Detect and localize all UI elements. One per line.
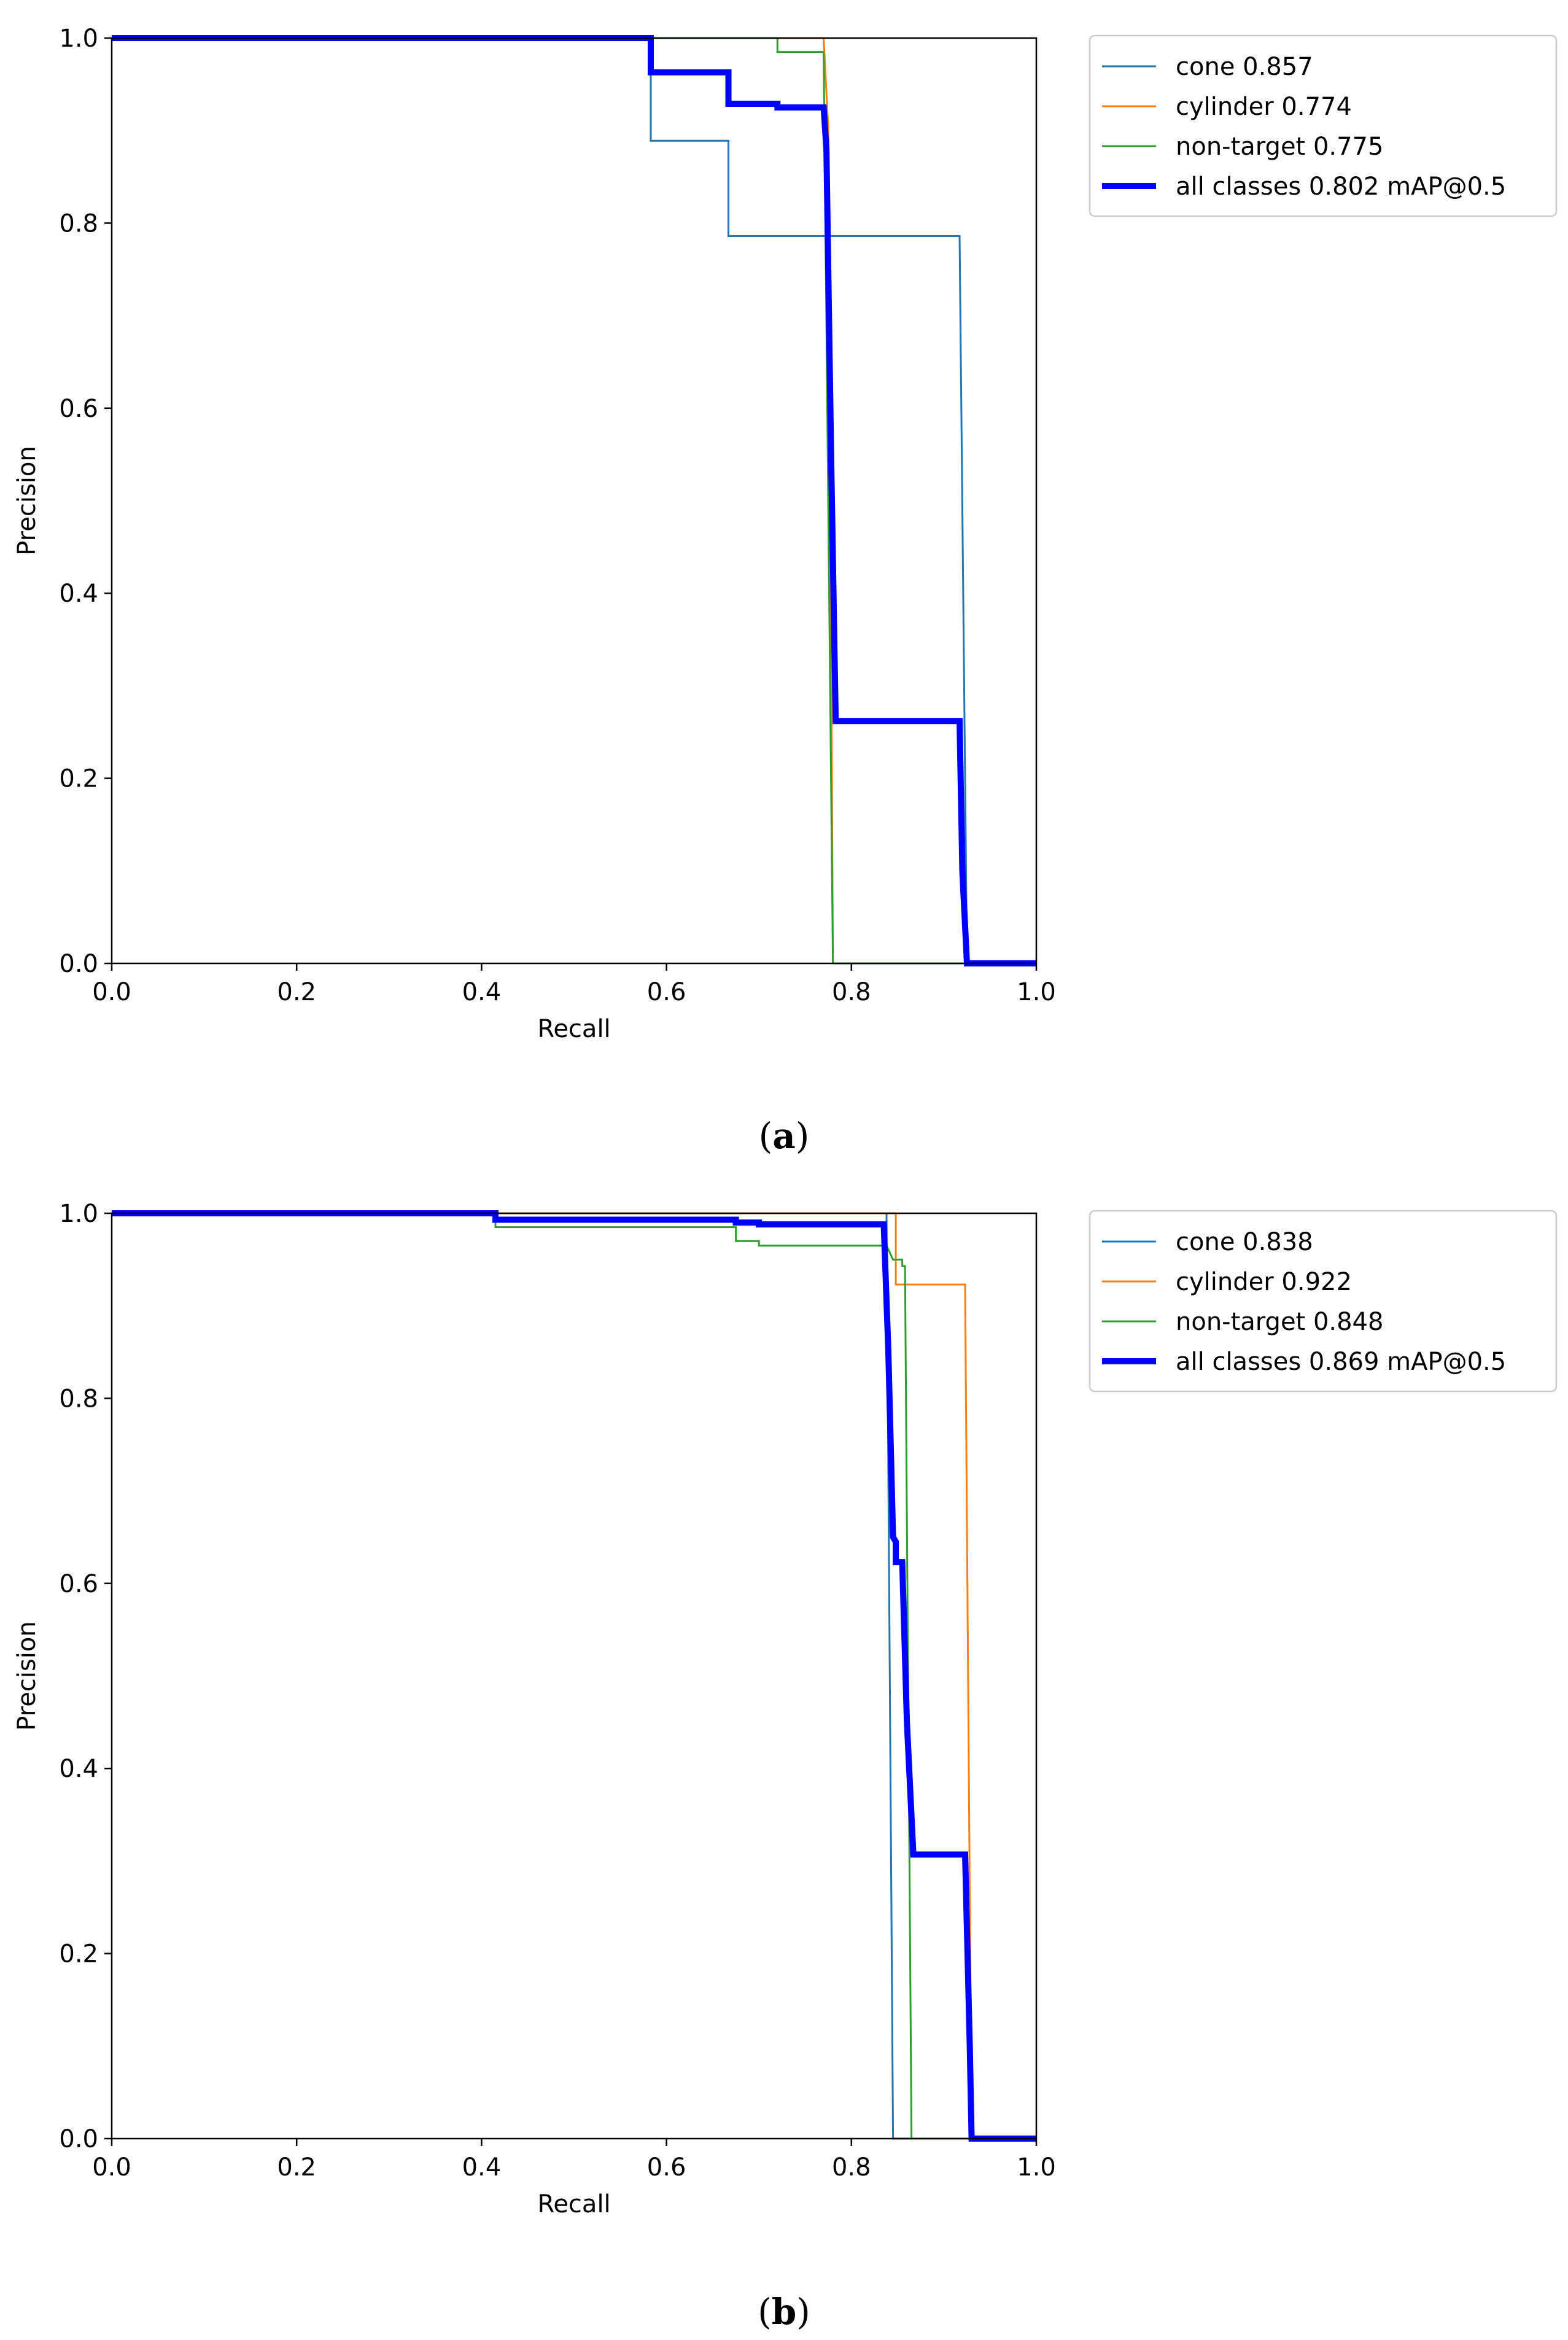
x-tick-label: 0.8: [832, 978, 871, 1006]
x-tick-label: 0.2: [277, 2153, 316, 2182]
panel-caption: (a): [759, 1115, 810, 1157]
axes-frame: [111, 37, 1038, 965]
legend-label: non-target 0.775: [1176, 133, 1383, 161]
x-tick-label: 0.6: [647, 978, 686, 1006]
x-tick-label: 0.8: [832, 2153, 871, 2182]
legend-label: cone 0.838: [1176, 1228, 1313, 1256]
y-tick-label: 0.2: [59, 1940, 98, 1969]
legend-box: [1089, 34, 1558, 217]
legend-box: [1089, 1210, 1558, 1393]
x-tick-label: 0.2: [277, 978, 316, 1006]
series-line-cone: [112, 37, 1036, 965]
legend-label: cone 0.857: [1176, 53, 1313, 81]
legend-label: all classes 0.802 mAP@0.5: [1176, 173, 1506, 201]
legend-label: non-target 0.848: [1176, 1308, 1383, 1336]
y-tick-label: 0.0: [59, 2125, 98, 2153]
series-line-cylinder: [112, 1212, 1036, 2140]
x-tick-label: 1.0: [1017, 2153, 1056, 2182]
series-line-non-target: [112, 37, 1036, 965]
x-tick-label: 0.4: [462, 2153, 502, 2182]
y-tick-label: 0.6: [59, 1570, 98, 1598]
x-tick-label: 0.0: [92, 978, 131, 1006]
y-axis-label: Precision: [13, 1621, 41, 1730]
y-tick-label: 0.8: [59, 1385, 98, 1413]
y-tick-label: 1.0: [59, 25, 98, 53]
legend-label: all classes 0.869 mAP@0.5: [1176, 1348, 1506, 1376]
x-tick-label: 0.6: [647, 2153, 686, 2182]
legend-label: cylinder 0.922: [1176, 1268, 1352, 1296]
series-line-all-classes: [112, 35, 1036, 966]
y-axis-label: Precision: [13, 446, 41, 555]
chart-panel-b: 0.0 0.2 0.4 0.6 0.8 1.0 0.0 0.2 0.4 0.6 0.8 1.0 Reca…: [13, 1200, 1558, 2333]
series-line-non-target: [112, 1212, 1036, 2140]
y-tick-label: 0.4: [59, 580, 98, 608]
x-tick-label: 0.0: [92, 2153, 131, 2182]
series-line-all-classes: [112, 1210, 1036, 2142]
y-tick-label: 0.6: [59, 395, 98, 423]
series-line-cylinder: [112, 37, 1036, 965]
plot-area: [112, 35, 1036, 966]
legend-label: cylinder 0.774: [1176, 93, 1352, 121]
panel-caption: (b): [758, 2291, 810, 2333]
y-tick-label: 0.0: [59, 950, 98, 978]
x-tick-label: 0.4: [462, 978, 502, 1006]
series-line-cone: [112, 1212, 1036, 2140]
x-tick-label: 1.0: [1017, 978, 1056, 1006]
chart-panel-a: 0.0 0.2 0.4 0.6 0.8 1.0 0.0 0.2 0.4 0.6 0.8 1.0 Reca…: [13, 25, 1558, 1157]
y-tick-label: 1.0: [59, 1200, 98, 1228]
axes-frame: [111, 1212, 1038, 2140]
plot-area: [112, 1210, 1036, 2142]
x-axis-label: Recall: [537, 2190, 610, 2218]
y-tick-label: 0.2: [59, 765, 98, 793]
y-tick-label: 0.8: [59, 209, 98, 238]
x-axis-label: Recall: [537, 1015, 610, 1043]
y-tick-label: 0.4: [59, 1755, 98, 1783]
